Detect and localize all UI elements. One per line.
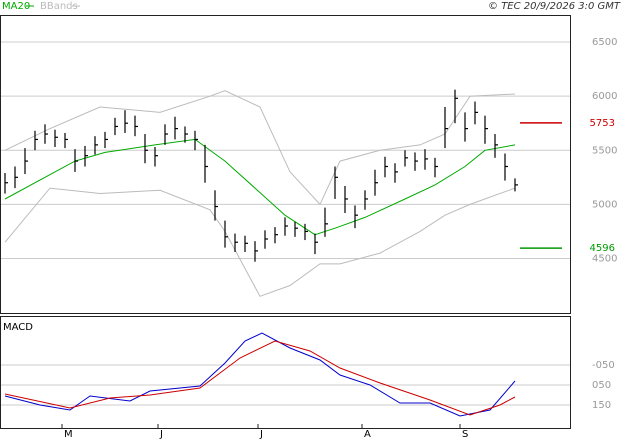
source: © TEC 20/9/2026 3:0 GMT bbox=[488, 1, 621, 12]
bband-lower bbox=[4, 187, 516, 297]
x-tick-label: M bbox=[64, 429, 73, 440]
level-label: 5753 bbox=[590, 118, 615, 129]
x-tick-label: J bbox=[259, 429, 263, 440]
macd-panel bbox=[0, 316, 571, 429]
legend-label: BBands bbox=[40, 1, 78, 12]
macd-line bbox=[4, 332, 516, 417]
y-tick-label: 6000 bbox=[592, 91, 617, 102]
x-tick-label: S bbox=[462, 429, 468, 440]
y-tick-label: 150 bbox=[592, 400, 611, 411]
y-tick-label: 5000 bbox=[592, 199, 617, 210]
x-tick-label: A bbox=[364, 429, 371, 440]
legend-label: MA20 bbox=[2, 1, 30, 12]
x-tick-label: J bbox=[159, 429, 163, 440]
ma-line bbox=[4, 138, 516, 236]
y-tick-label: 6500 bbox=[592, 37, 617, 48]
y-tick-label: -050 bbox=[592, 360, 615, 371]
price-panel bbox=[0, 15, 571, 314]
bband-upper bbox=[4, 90, 516, 206]
y-tick-label: 4500 bbox=[592, 253, 617, 264]
level-label: 4596 bbox=[590, 243, 615, 254]
macd-line bbox=[4, 340, 516, 416]
y-tick-label: 5500 bbox=[592, 145, 617, 156]
y-tick-label: 050 bbox=[592, 380, 611, 391]
macd-title: MACD bbox=[3, 322, 33, 333]
